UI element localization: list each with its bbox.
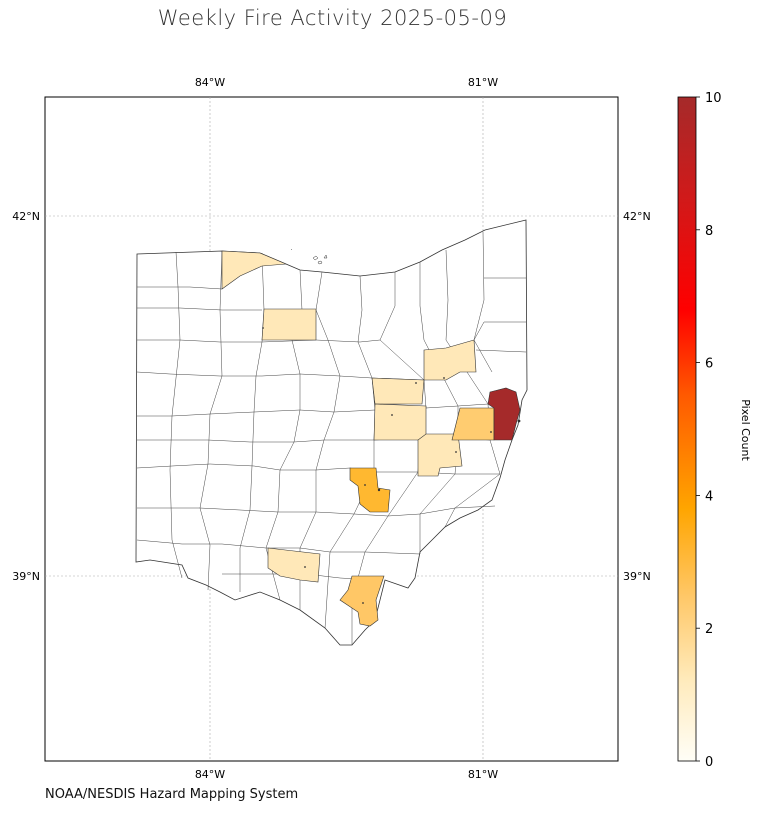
- lat-label-left-39: 39°N: [12, 570, 40, 583]
- fire-point: [443, 377, 445, 379]
- fire-point: [391, 414, 393, 416]
- colorbar-tick-label: 10: [705, 91, 722, 106]
- county-coshocton: [373, 403, 427, 441]
- map-frame: [44, 96, 619, 762]
- county-wayne: [371, 377, 425, 405]
- colorbar-tick-label: 6: [705, 357, 713, 372]
- map-title: Weekly Fire Activity 2025-05-09: [157, 6, 508, 30]
- fire-point: [262, 327, 264, 329]
- fire-point: [517, 419, 521, 423]
- lat-label-right-39: 39°N: [623, 570, 651, 583]
- fire-point: [304, 566, 306, 568]
- fire-point: [415, 382, 417, 384]
- lat-label-left-42: 42°N: [12, 210, 40, 223]
- data-credit: NOAA/NESDIS Hazard Mapping System: [45, 787, 299, 802]
- county-fairfield: [349, 467, 391, 513]
- fire-points: [262, 327, 521, 604]
- fire-point: [362, 602, 364, 604]
- colorbar-tick-label: 8: [705, 224, 713, 239]
- lat-label-right-42: 42°N: [623, 210, 651, 223]
- county-tuscarawas: [451, 407, 495, 441]
- county-lucas: [221, 250, 287, 290]
- county-stark: [423, 339, 477, 381]
- fire-point: [490, 431, 492, 433]
- colorbar-tick-label: 0: [705, 755, 713, 770]
- lake-erie-islands: [290, 248, 328, 265]
- lon-label-top-81: 81°W: [468, 76, 498, 89]
- colorbar-gradient: [677, 96, 697, 762]
- colorbar-tick-label: 2: [705, 622, 713, 637]
- county-brown: [267, 547, 321, 583]
- lon-label-top-84: 84°W: [195, 76, 225, 89]
- fire-point: [455, 451, 457, 453]
- county-jefferson: [487, 387, 521, 441]
- colorbar-label: Pixel Count: [739, 399, 752, 461]
- fire-point: [377, 488, 381, 492]
- fire-point: [364, 484, 366, 486]
- county-hancock: [261, 308, 317, 341]
- lon-label-bottom-81: 81°W: [468, 768, 498, 781]
- lon-label-bottom-84: 84°W: [195, 768, 225, 781]
- county-lawrence: [339, 575, 385, 627]
- colorbar-tick-label: 4: [705, 489, 713, 504]
- county-fills: [221, 250, 521, 627]
- colorbar: 0 2 4 6 8 10 Pixel Count: [677, 91, 752, 770]
